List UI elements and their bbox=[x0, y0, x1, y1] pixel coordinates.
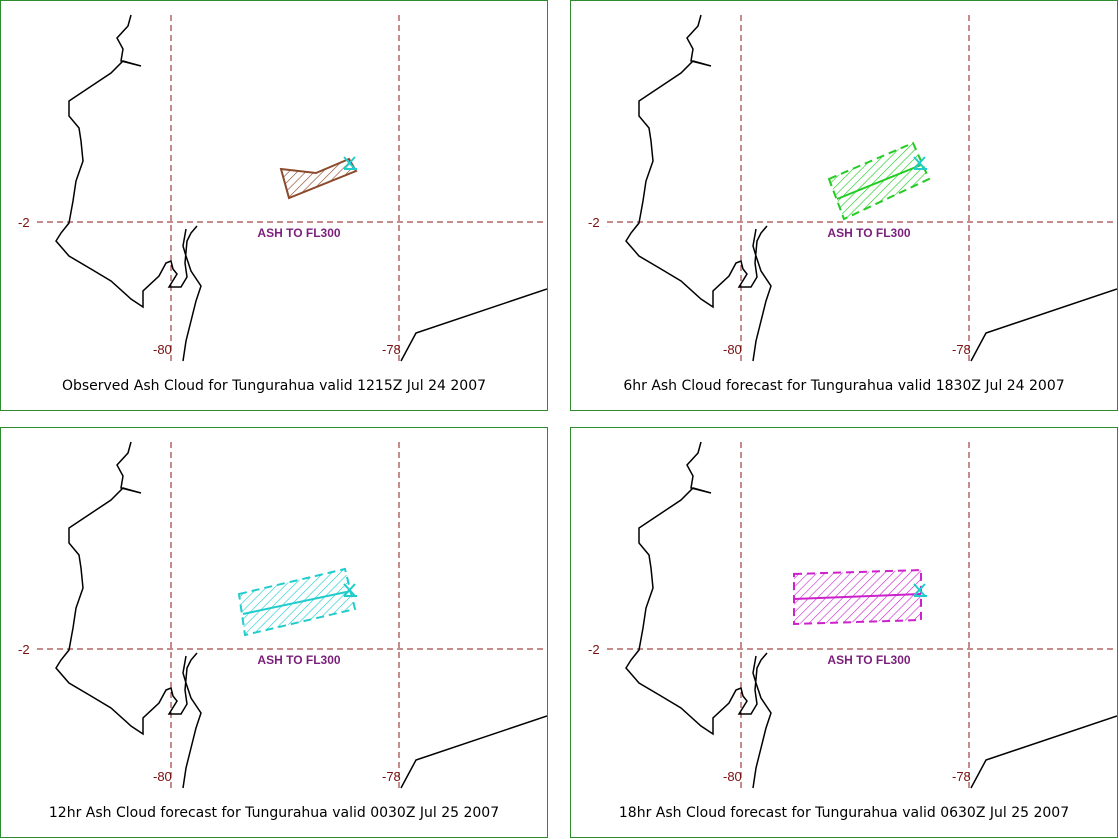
coastline bbox=[55, 14, 547, 362]
coastline bbox=[55, 441, 547, 789]
lat-label: -2 bbox=[18, 215, 30, 230]
lon-label-78: -78 bbox=[952, 769, 971, 784]
ash-label: ASH TO FL300 bbox=[257, 653, 340, 667]
panel-caption: 6hr Ash Cloud forecast for Tungurahua va… bbox=[623, 378, 1065, 394]
lon-label-80: -80 bbox=[153, 769, 172, 784]
lat-label: -2 bbox=[588, 215, 600, 230]
panel-caption: Observed Ash Cloud for Tungurahua valid … bbox=[61, 378, 487, 394]
volcano-marker-icon bbox=[913, 156, 927, 170]
map-panel-18hr: ASH TO FL300 -2 -80 -78 18hr Ash Cloud f… bbox=[570, 427, 1118, 838]
coastline bbox=[625, 14, 1117, 362]
ash-label: ASH TO FL300 bbox=[827, 653, 910, 667]
lon-label-78: -78 bbox=[952, 342, 971, 357]
map-panel-observed: ASH TO FL300 -2 -80 -78 Observed Ash Clo… bbox=[0, 0, 548, 411]
lon-label-80: -80 bbox=[723, 342, 742, 357]
map-canvas: ASH TO FL300 -2 -80 -78 bbox=[18, 441, 547, 789]
ash-cloud-observed bbox=[279, 157, 358, 200]
map-panel-12hr: ASH TO FL300 -2 -80 -78 12hr Ash Cloud f… bbox=[0, 427, 548, 838]
graticule bbox=[607, 442, 1117, 788]
lon-label-80: -80 bbox=[723, 769, 742, 784]
volcano-marker-icon bbox=[343, 583, 357, 597]
lat-label: -2 bbox=[588, 642, 600, 657]
map-canvas: ASH TO FL300 -2 -80 -78 bbox=[588, 14, 1117, 362]
ash-cloud-forecast-12hr bbox=[237, 567, 357, 637]
map-panel-6hr: ASH TO FL300 -2 -80 -78 6hr Ash Cloud fo… bbox=[570, 0, 1118, 411]
volcano-marker-icon bbox=[913, 583, 927, 597]
ash-cloud-forecast-6hr bbox=[827, 141, 931, 221]
ash-cloud-forecast-18hr bbox=[793, 568, 922, 626]
coastline bbox=[625, 441, 1117, 789]
volcano-marker-icon bbox=[343, 156, 357, 170]
map-canvas: ASH TO FL300 -2 -80 -78 bbox=[588, 441, 1117, 789]
lon-label-80: -80 bbox=[153, 342, 172, 357]
lon-label-78: -78 bbox=[382, 769, 401, 784]
lat-label: -2 bbox=[18, 642, 30, 657]
graticule bbox=[37, 15, 547, 361]
panel-caption: 18hr Ash Cloud forecast for Tungurahua v… bbox=[618, 805, 1070, 821]
ash-label: ASH TO FL300 bbox=[257, 226, 340, 240]
ash-label: ASH TO FL300 bbox=[827, 226, 910, 240]
graticule bbox=[607, 15, 1117, 361]
map-canvas: ASH TO FL300 -2 -80 -78 bbox=[18, 14, 547, 362]
panel-caption: 12hr Ash Cloud forecast for Tungurahua v… bbox=[48, 805, 500, 821]
lon-label-78: -78 bbox=[382, 342, 401, 357]
graticule bbox=[37, 442, 547, 788]
